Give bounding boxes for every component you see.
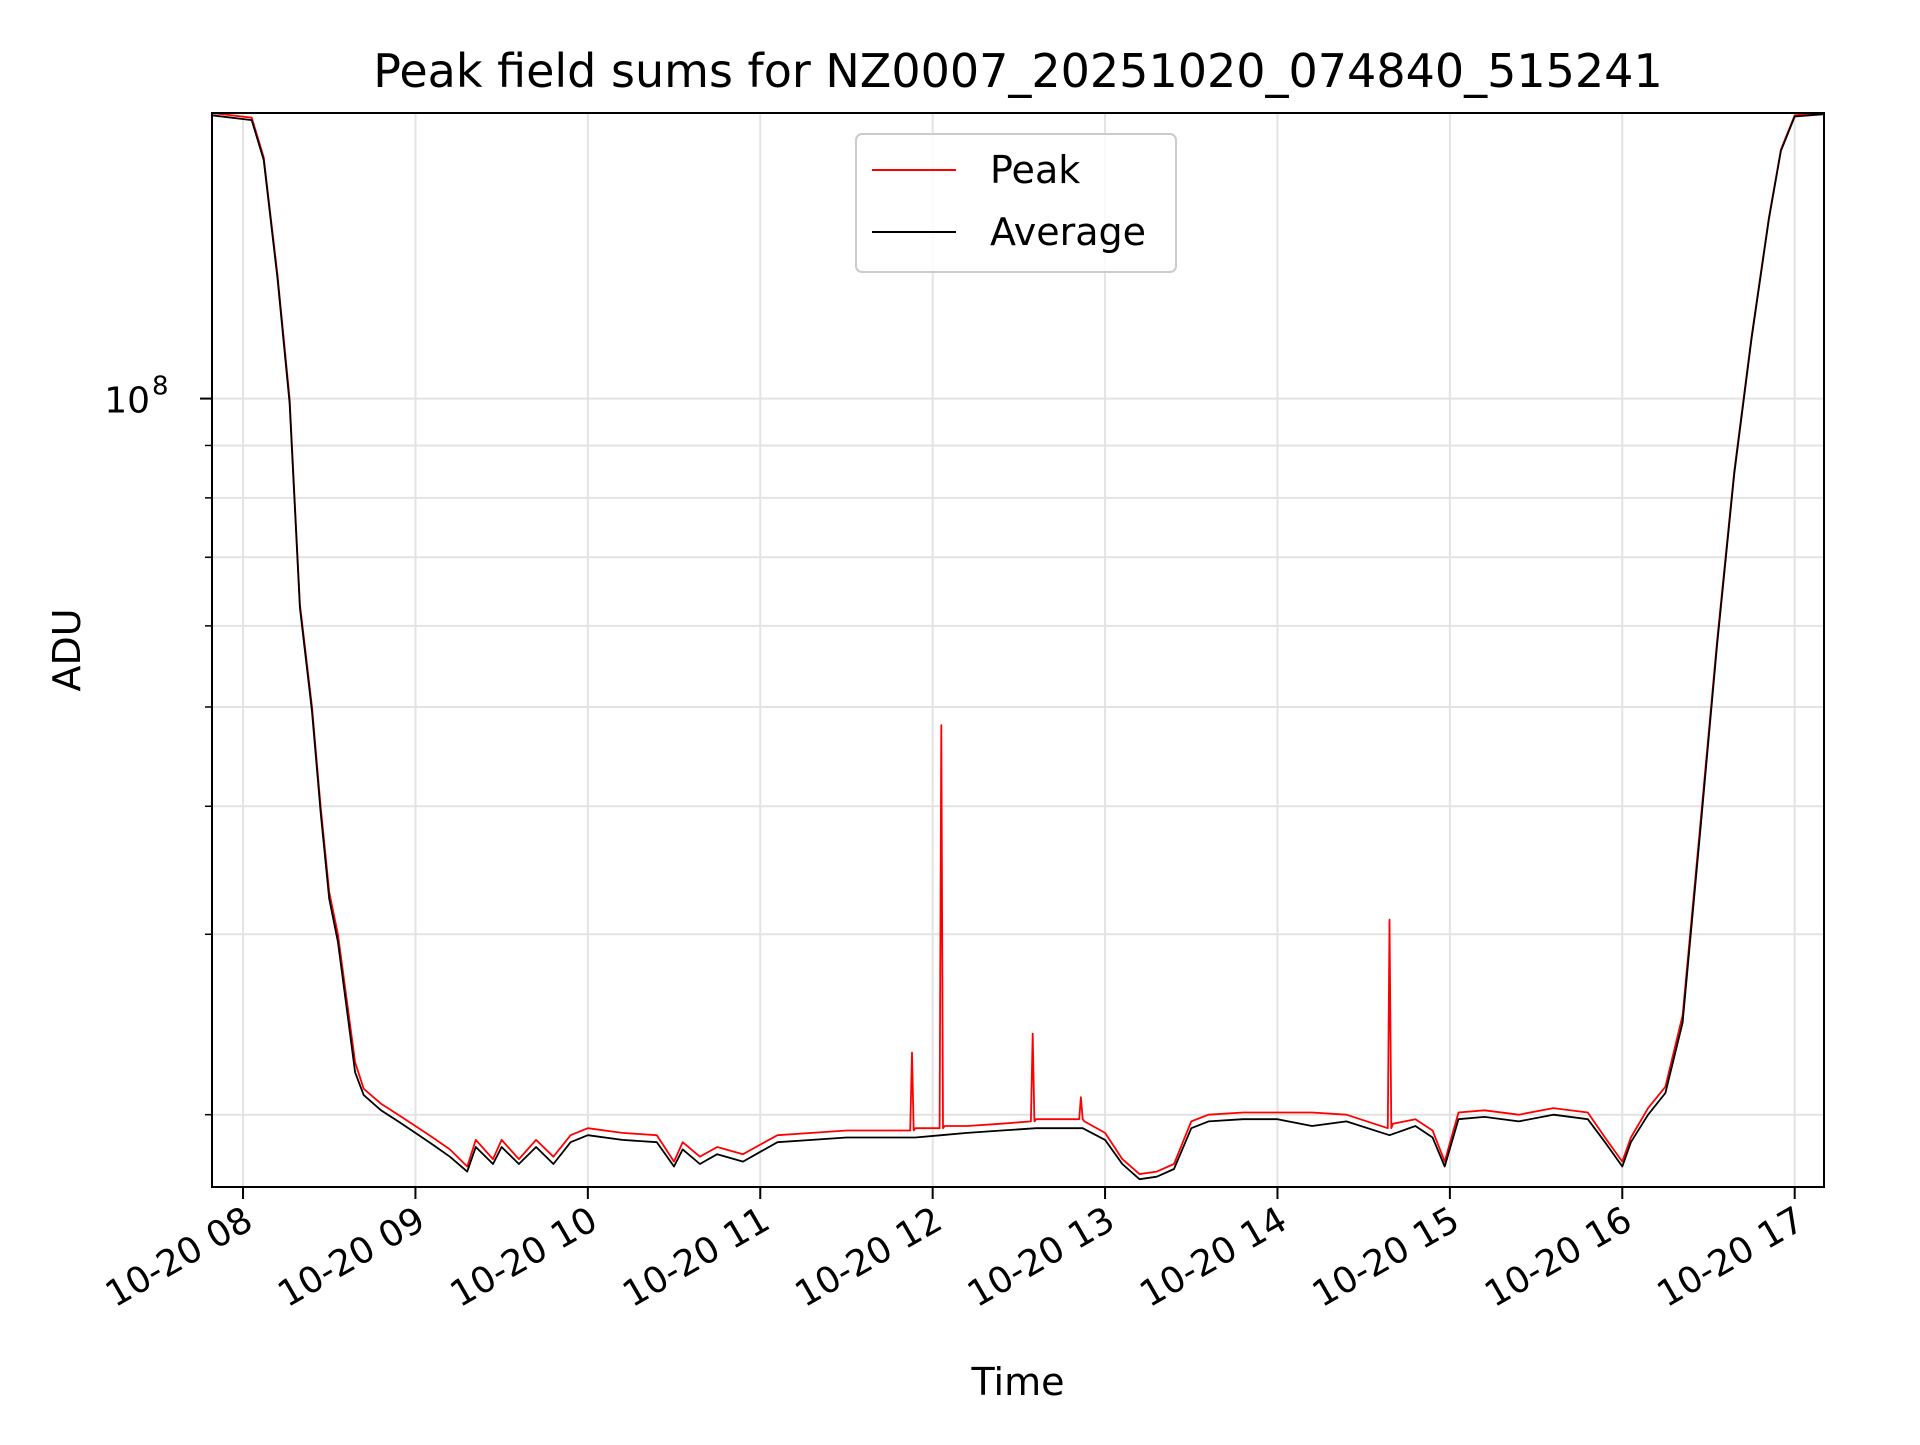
chart-title: Peak field sums for NZ0007_20251020_0748… xyxy=(373,44,1662,98)
legend-box xyxy=(855,133,1177,273)
legend: Peak Average xyxy=(855,133,1177,273)
plot-frame xyxy=(211,112,1825,1188)
y-tick-label: 10 xyxy=(104,381,150,422)
legend-label-peak: Peak xyxy=(990,148,1080,192)
y-tick-label-exponent: 8 xyxy=(152,372,169,402)
x-axis-label: Time xyxy=(971,1360,1065,1404)
legend-label-average: Average xyxy=(990,210,1146,254)
series-line-peak xyxy=(211,112,1825,1175)
series-line-average xyxy=(211,113,1825,1181)
series-layer xyxy=(211,112,1825,1181)
y-axis-label: ADU xyxy=(45,608,89,691)
